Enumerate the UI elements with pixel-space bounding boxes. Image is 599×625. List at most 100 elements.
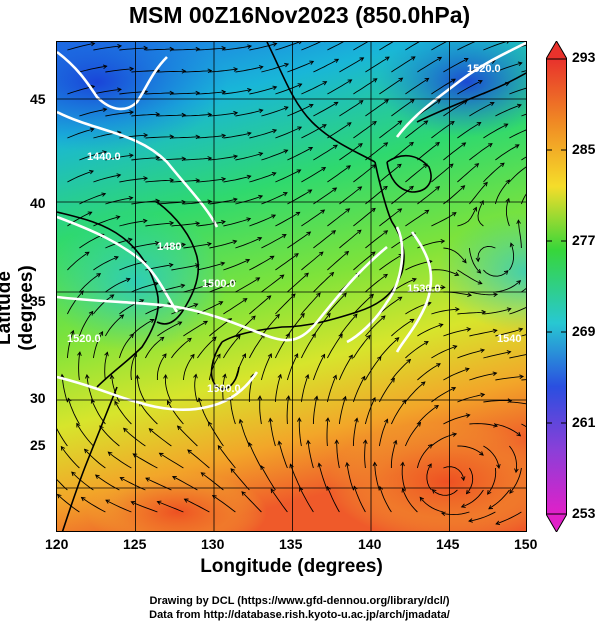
streamline-arrowhead (233, 110, 239, 116)
streamline-arrowhead (383, 185, 388, 191)
streamline-arrowhead (505, 179, 511, 185)
streamline-arrowhead (476, 268, 482, 274)
streamline (184, 498, 210, 513)
streamline (327, 251, 349, 271)
streamline (92, 331, 103, 359)
streamline-arrowhead (94, 474, 100, 479)
streamline-arrowhead (168, 262, 174, 268)
streamline-arrowhead (167, 400, 172, 405)
streamline-arrowhead (145, 477, 151, 482)
streamline (132, 453, 158, 469)
streamline (118, 333, 134, 359)
streamline-arrowhead (298, 42, 302, 45)
streamline-arrowhead (207, 241, 212, 247)
streamline (466, 467, 474, 494)
streamline (223, 45, 252, 51)
streamline-arrowhead (333, 144, 338, 149)
coastline-taiwan-strait (61, 386, 118, 531)
streamline (104, 352, 108, 381)
streamline (235, 66, 263, 73)
streamline-arrowhead (461, 142, 467, 147)
streamline (509, 467, 522, 494)
streamline (495, 375, 524, 381)
streamline-arrowhead (334, 439, 339, 444)
streamline (417, 186, 440, 205)
streamline-arrowhead (480, 392, 486, 398)
streamline-arrowhead (258, 151, 264, 157)
streamline (521, 334, 526, 337)
streamline-arrowhead (358, 143, 363, 148)
streamline-arrowhead (359, 57, 365, 62)
streamline (130, 352, 137, 381)
streamline (457, 207, 477, 227)
streamline-arrowhead (454, 271, 460, 276)
streamline-arrowhead (506, 42, 509, 44)
streamline (469, 182, 488, 205)
streamline-arrowhead (169, 134, 175, 140)
streamline (171, 179, 200, 183)
streamline-arrowhead (372, 78, 378, 83)
streamline-arrowhead (57, 493, 62, 499)
x-axis-title: Longitude (degrees) (200, 556, 383, 577)
streamline-arrowhead (380, 315, 386, 320)
streamline (390, 440, 397, 468)
streamline-arrowhead (304, 272, 309, 278)
streamline (469, 291, 498, 296)
streamline (405, 209, 429, 227)
streamline-arrowhead (348, 354, 353, 360)
streamline (457, 349, 485, 359)
streamline-arrowhead (516, 280, 522, 285)
streamline-arrowhead (451, 78, 456, 83)
streamline (81, 497, 106, 513)
streamline (405, 42, 420, 51)
streamline-arrowhead (317, 462, 322, 468)
streamline (171, 222, 200, 227)
streamline (99, 425, 120, 447)
contour-line (57, 246, 388, 342)
streamline (443, 328, 471, 337)
streamline (194, 374, 198, 403)
streamline (119, 47, 148, 51)
streamline-arrowhead (89, 169, 94, 175)
streamline-arrowhead (325, 417, 331, 422)
streamline (365, 356, 382, 381)
streamline (346, 462, 354, 491)
streamline (229, 396, 236, 425)
coastline-kurils (416, 72, 526, 123)
streamline (505, 198, 510, 227)
streamline (353, 78, 378, 95)
streamline (495, 144, 520, 161)
x-tick-label: 150 (514, 536, 538, 552)
streamline (182, 354, 195, 381)
streamline (338, 354, 353, 381)
streamline (353, 121, 377, 139)
streamline (327, 165, 351, 183)
streamline-arrowhead (233, 154, 239, 159)
streamline-arrowhead (272, 42, 278, 47)
streamline-arrowhead (129, 153, 134, 158)
streamline-arrowhead (342, 395, 347, 401)
streamline (197, 47, 226, 51)
streamline-arrowhead (318, 251, 324, 256)
streamline (379, 486, 392, 513)
streamline-arrowhead (129, 333, 135, 339)
streamline-arrowhead (332, 187, 338, 192)
streamline-arrowhead (372, 121, 377, 126)
streamline-arrowhead (440, 511, 446, 517)
streamline (105, 499, 132, 513)
streamline-arrowhead (321, 166, 327, 172)
streamline (405, 78, 429, 95)
streamline-arrowhead (155, 155, 161, 161)
streamline-arrowhead (474, 163, 480, 168)
streamline-arrowhead (283, 106, 289, 111)
streamline-arrowhead (383, 142, 389, 147)
streamline (509, 243, 515, 271)
streamline (431, 78, 456, 95)
streamline-arrowhead (297, 126, 303, 131)
streamline (79, 108, 107, 117)
streamline (301, 124, 327, 139)
streamline-arrowhead (353, 313, 358, 319)
streamline-arrowhead (282, 192, 288, 197)
contour-label: 1520.0 (67, 333, 101, 345)
streamline (391, 186, 414, 205)
